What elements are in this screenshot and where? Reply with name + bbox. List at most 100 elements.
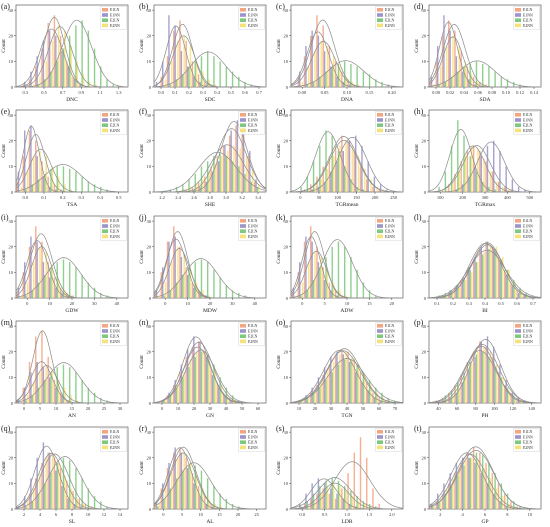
x-tick-label: 60 (377, 406, 382, 411)
bar-e1ln (334, 146, 337, 193)
fit-curve-e1nn (428, 21, 541, 88)
y-tick-label: 30 (9, 219, 14, 224)
y-tick-label: 20 (421, 455, 426, 460)
x-tick-label: 2 (23, 512, 25, 517)
x-tick-label: 50 (361, 406, 366, 411)
legend-swatch-e2ln (377, 123, 383, 128)
bar-e2nn (314, 251, 316, 298)
x-tick-label: 200 (372, 195, 380, 200)
legend-label-e1nn: E1NN (523, 435, 533, 439)
panel-letter: (g) (276, 107, 286, 116)
bar-e2ln (487, 66, 490, 87)
bar-e2ln (300, 187, 302, 193)
legend-label-e2ln: E2LN (523, 440, 533, 444)
bar-e1ln (191, 282, 193, 298)
legend-label-e2nn: E2NN (248, 340, 258, 344)
bar-e2ln (212, 364, 215, 404)
legend-label-e2nn: E2NN (248, 445, 258, 449)
bar-e2ln (50, 71, 52, 88)
bar-e1ln (372, 392, 374, 404)
y-tick-label: 10 (284, 165, 289, 170)
bar-e2nn (214, 84, 216, 87)
y-tick-label: 0 (286, 506, 289, 511)
x-tick-label: 30 (329, 406, 334, 411)
fit-curve-e2ln (428, 60, 541, 88)
bar-e1ln (22, 84, 25, 87)
bar-e1nn (24, 130, 26, 193)
y-tick-label: 0 (286, 190, 289, 195)
bar-e1ln (515, 290, 518, 298)
bar-e2ln (75, 171, 77, 193)
x-tick-label: 15 (70, 406, 75, 411)
x-tick-label: 8 (506, 512, 509, 517)
legend-swatch-e1nn (102, 434, 108, 439)
x-tick-label: 2.4 (175, 195, 181, 200)
x-tick-label: 20 (191, 406, 196, 411)
bar-e2ln (56, 367, 58, 404)
bar-e2ln (237, 166, 239, 193)
bar-e1nn (180, 51, 182, 88)
bar-e1nn (161, 482, 163, 509)
bar-e1nn (348, 84, 351, 87)
bar-e1ln (41, 241, 43, 298)
bar-e2ln (375, 387, 377, 404)
bar-e1nn (42, 441, 45, 509)
legend-label-e2nn: E2NN (110, 129, 120, 133)
x-tick-label: 0.1 (172, 90, 178, 95)
bar-e2ln (512, 81, 514, 88)
y-tick-label: 10 (421, 375, 426, 380)
panel-r: (r) 0 10 20 30 0 5 10 15 20 25 AL Count E1LNE1NNE2LNE… (139, 424, 266, 525)
bar-e2nn (301, 81, 304, 88)
bar-e2ln (175, 187, 177, 193)
bar-e1nn (467, 79, 470, 87)
panel-letter: (o) (276, 318, 286, 327)
bar-e1nn (205, 84, 207, 87)
bar-e2nn (70, 46, 72, 87)
bar-e2nn (451, 182, 454, 193)
bar-e2nn (207, 359, 210, 404)
bar-e2ln (187, 367, 190, 404)
plot-frame (428, 320, 541, 404)
bar-e2ln (331, 477, 333, 509)
bar-e2ln (325, 130, 327, 193)
legend-swatch-e1nn (377, 118, 383, 123)
bar-e2nn (507, 189, 510, 193)
x-tick-label: 40 (115, 301, 120, 306)
legend-label-e2nn: E2NN (523, 24, 533, 28)
bar-e2ln (231, 290, 233, 298)
bar-e1ln (172, 452, 174, 509)
bar-e2ln (319, 76, 321, 87)
x-tick-label: 0.3 (79, 195, 85, 200)
bar-e1nn (311, 30, 313, 88)
bar-e1ln (366, 179, 368, 193)
bar-e2ln (218, 277, 221, 298)
bar-e1ln (447, 482, 449, 509)
bar-e2ln (206, 477, 208, 509)
bar-e1ln (310, 226, 312, 298)
panel-e: (e) 0 10 20 30 0.0 0.1 0.2 0.3 0.4 0.5 TSA Count E1LN… (1, 107, 129, 208)
x-tick-label: 4 (39, 512, 42, 517)
bar-e2ln (175, 79, 177, 87)
bar-e2ln (350, 359, 352, 404)
bar-e1ln (322, 374, 324, 404)
legend-swatch-e1ln (514, 218, 521, 223)
fit-curve-e2nn (153, 144, 266, 193)
bar-e2ln (194, 61, 196, 88)
bar-e1ln (28, 362, 31, 404)
bar-e1nn (80, 84, 82, 87)
legend-label-e2ln: E2LN (385, 229, 395, 233)
legend-label-e1nn: E1NN (248, 435, 258, 439)
legend-label-e2ln: E2LN (523, 19, 533, 23)
bar-e1ln (322, 25, 324, 87)
bar-e1nn (455, 189, 457, 193)
bar-e2nn (370, 385, 372, 404)
y-axis-label: Count (1, 144, 7, 158)
bar-e1ln (153, 503, 156, 509)
bar-e1ln (484, 346, 487, 404)
bar-e1ln (453, 287, 456, 298)
x-tick-label: 0.10 (343, 90, 352, 95)
bar-e1ln (328, 156, 331, 193)
legend-swatch-e1ln (514, 324, 521, 328)
